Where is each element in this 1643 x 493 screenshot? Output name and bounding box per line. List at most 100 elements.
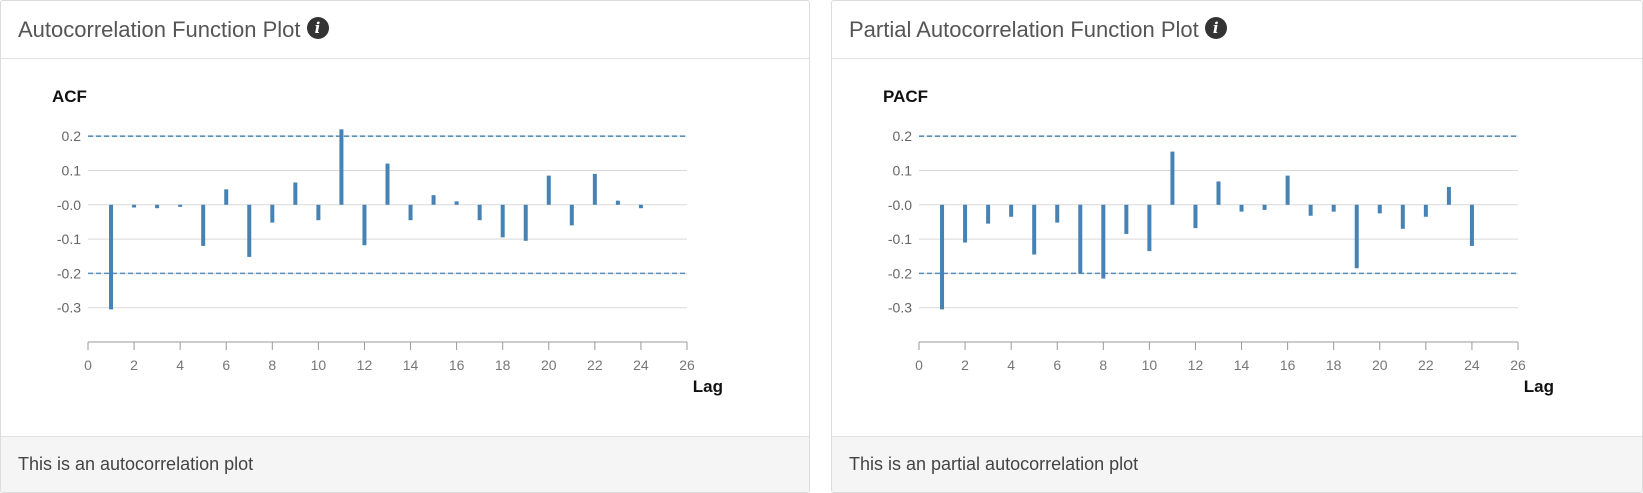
acf-bar (201, 204, 206, 246)
acf-bar (155, 204, 160, 209)
acf-bar (270, 204, 275, 223)
pacf-bar (1331, 204, 1336, 212)
pacf-y-tick-label: -0.1 (888, 231, 912, 247)
acf-x-tick-label: 12 (357, 357, 373, 373)
acf-bar (224, 189, 229, 205)
pacf-x-axis-label: Lag (1524, 377, 1554, 396)
pacf-bar (1446, 186, 1451, 205)
pacf-x-tick-label: 22 (1418, 357, 1434, 373)
pacf-panel-title: Partial Autocorrelation Function Plot (849, 16, 1199, 42)
acf-bar (454, 201, 459, 205)
pacf-x-tick-label: 12 (1188, 357, 1204, 373)
pacf-y-tick-label: 0.2 (893, 128, 913, 144)
acf-bar (132, 204, 137, 208)
pacf-chart: PACF 0.2 0.1 -0.0 -0.1 -0.2 -0.3 0 2 4 6 8 10 12 14 16 1… (883, 87, 1554, 396)
acf-bar (316, 204, 321, 221)
pacf-chart-title: PACF (883, 87, 928, 106)
acf-x-tick-label: 6 (222, 357, 230, 373)
acf-bar (385, 163, 390, 205)
pacf-panel-header: Partial Autocorrelation Function Plot i (832, 1, 1642, 59)
pacf-y-tick-label: -0.3 (888, 300, 912, 316)
pacf-y-tick-label: 0.1 (893, 162, 913, 178)
acf-x-tick-label: 0 (84, 357, 92, 373)
acf-chart-title: ACF (52, 87, 87, 106)
acf-bar (569, 204, 574, 226)
acf-x-tick-label: 8 (268, 357, 276, 373)
acf-x-tick-label: 26 (679, 357, 695, 373)
acf-x-tick-label: 18 (495, 357, 511, 373)
pacf-bar (986, 204, 991, 224)
pacf-x-tick-label: 14 (1234, 357, 1250, 373)
pacf-bar (1124, 204, 1129, 234)
pacf-bar (1423, 204, 1428, 217)
pacf-bar (1377, 204, 1382, 214)
acf-x-tick-label: 4 (176, 357, 184, 373)
acf-bar (247, 204, 252, 257)
acf-y-tick-label: 0.1 (62, 162, 82, 178)
pacf-bar (1078, 204, 1083, 274)
acf-plot-area: ACF 0.2 0.1 -0.0 -0.1 -0.2 -0.3 0 2 4 6 8 10 12 14 16 18… (1, 59, 809, 439)
acf-x-axis-label: Lag (693, 377, 723, 396)
pacf-bar (1193, 204, 1198, 229)
pacf-bar (1400, 204, 1405, 229)
acf-y-tick-label: -0.3 (57, 300, 81, 316)
pacf-bar (940, 204, 945, 310)
acf-panel-title: Autocorrelation Function Plot (18, 16, 301, 42)
pacf-panel: Partial Autocorrelation Function Plot i … (831, 0, 1643, 493)
acf-bar (293, 182, 298, 205)
pacf-panel-footer: This is an partial autocorrelation plot (832, 436, 1642, 492)
pacf-y-tick-label: -0.2 (888, 265, 912, 281)
acf-y-tick-label: -0.2 (57, 265, 81, 281)
pacf-bar (1055, 204, 1060, 223)
acf-x-tick-label: 10 (311, 357, 327, 373)
pacf-bar (1216, 181, 1221, 205)
acf-bar (339, 129, 344, 205)
pacf-y-tick-label: -0.0 (888, 197, 912, 213)
acf-x-tick-label: 2 (130, 357, 138, 373)
pacf-bar (1469, 204, 1474, 246)
acf-y-tick-label: 0.2 (62, 128, 82, 144)
acf-x-tick-label: 24 (633, 357, 649, 373)
pacf-bar (1147, 204, 1152, 252)
pacf-bar (1032, 204, 1037, 255)
pacf-bar (1285, 175, 1290, 205)
pacf-plot-area: PACF 0.2 0.1 -0.0 -0.1 -0.2 -0.3 0 2 4 6 8 10 12 14 16 1… (832, 59, 1642, 439)
acf-panel: Autocorrelation Function Plot i ACF 0.2 0.… (0, 0, 810, 493)
acf-x-tick-label: 14 (403, 357, 419, 373)
pacf-x-tick-label: 0 (915, 357, 923, 373)
pacf-x-tick-label: 6 (1053, 357, 1061, 373)
pacf-bar (1262, 204, 1267, 210)
acf-x-tick-label: 20 (541, 357, 557, 373)
pacf-x-tick-label: 18 (1326, 357, 1342, 373)
acf-bar (477, 204, 482, 221)
pacf-x-tick-label: 16 (1280, 357, 1296, 373)
acf-bar (109, 204, 114, 310)
acf-bar (431, 195, 436, 205)
acf-bar (178, 204, 183, 207)
pacf-bar (1009, 204, 1014, 217)
acf-y-tick-label: -0.1 (57, 231, 81, 247)
info-circle-icon[interactable]: i (306, 16, 329, 39)
pacf-x-tick-label: 26 (1510, 357, 1526, 373)
pacf-x-tick-label: 8 (1099, 357, 1107, 373)
pacf-x-tick-label: 2 (961, 357, 969, 373)
pacf-bar (1170, 151, 1175, 205)
pacf-x-tick-label: 4 (1007, 357, 1015, 373)
acf-x-tick-label: 16 (449, 357, 465, 373)
pacf-bar (1239, 204, 1244, 212)
acf-bar (408, 204, 413, 221)
pacf-x-tick-label: 10 (1142, 357, 1158, 373)
pacf-bar (1354, 204, 1359, 269)
acf-panel-header: Autocorrelation Function Plot i (1, 1, 809, 59)
pacf-x-tick-label: 20 (1372, 357, 1388, 373)
acf-x-tick-label: 22 (587, 357, 603, 373)
acf-bar (500, 204, 505, 238)
acf-bar (592, 173, 597, 205)
acf-bar (615, 200, 620, 205)
info-circle-icon[interactable]: i (1204, 16, 1227, 39)
acf-bar (523, 204, 528, 241)
acf-y-tick-label: -0.0 (57, 197, 81, 213)
pacf-bar (1308, 204, 1313, 216)
pacf-bar (1101, 204, 1106, 279)
